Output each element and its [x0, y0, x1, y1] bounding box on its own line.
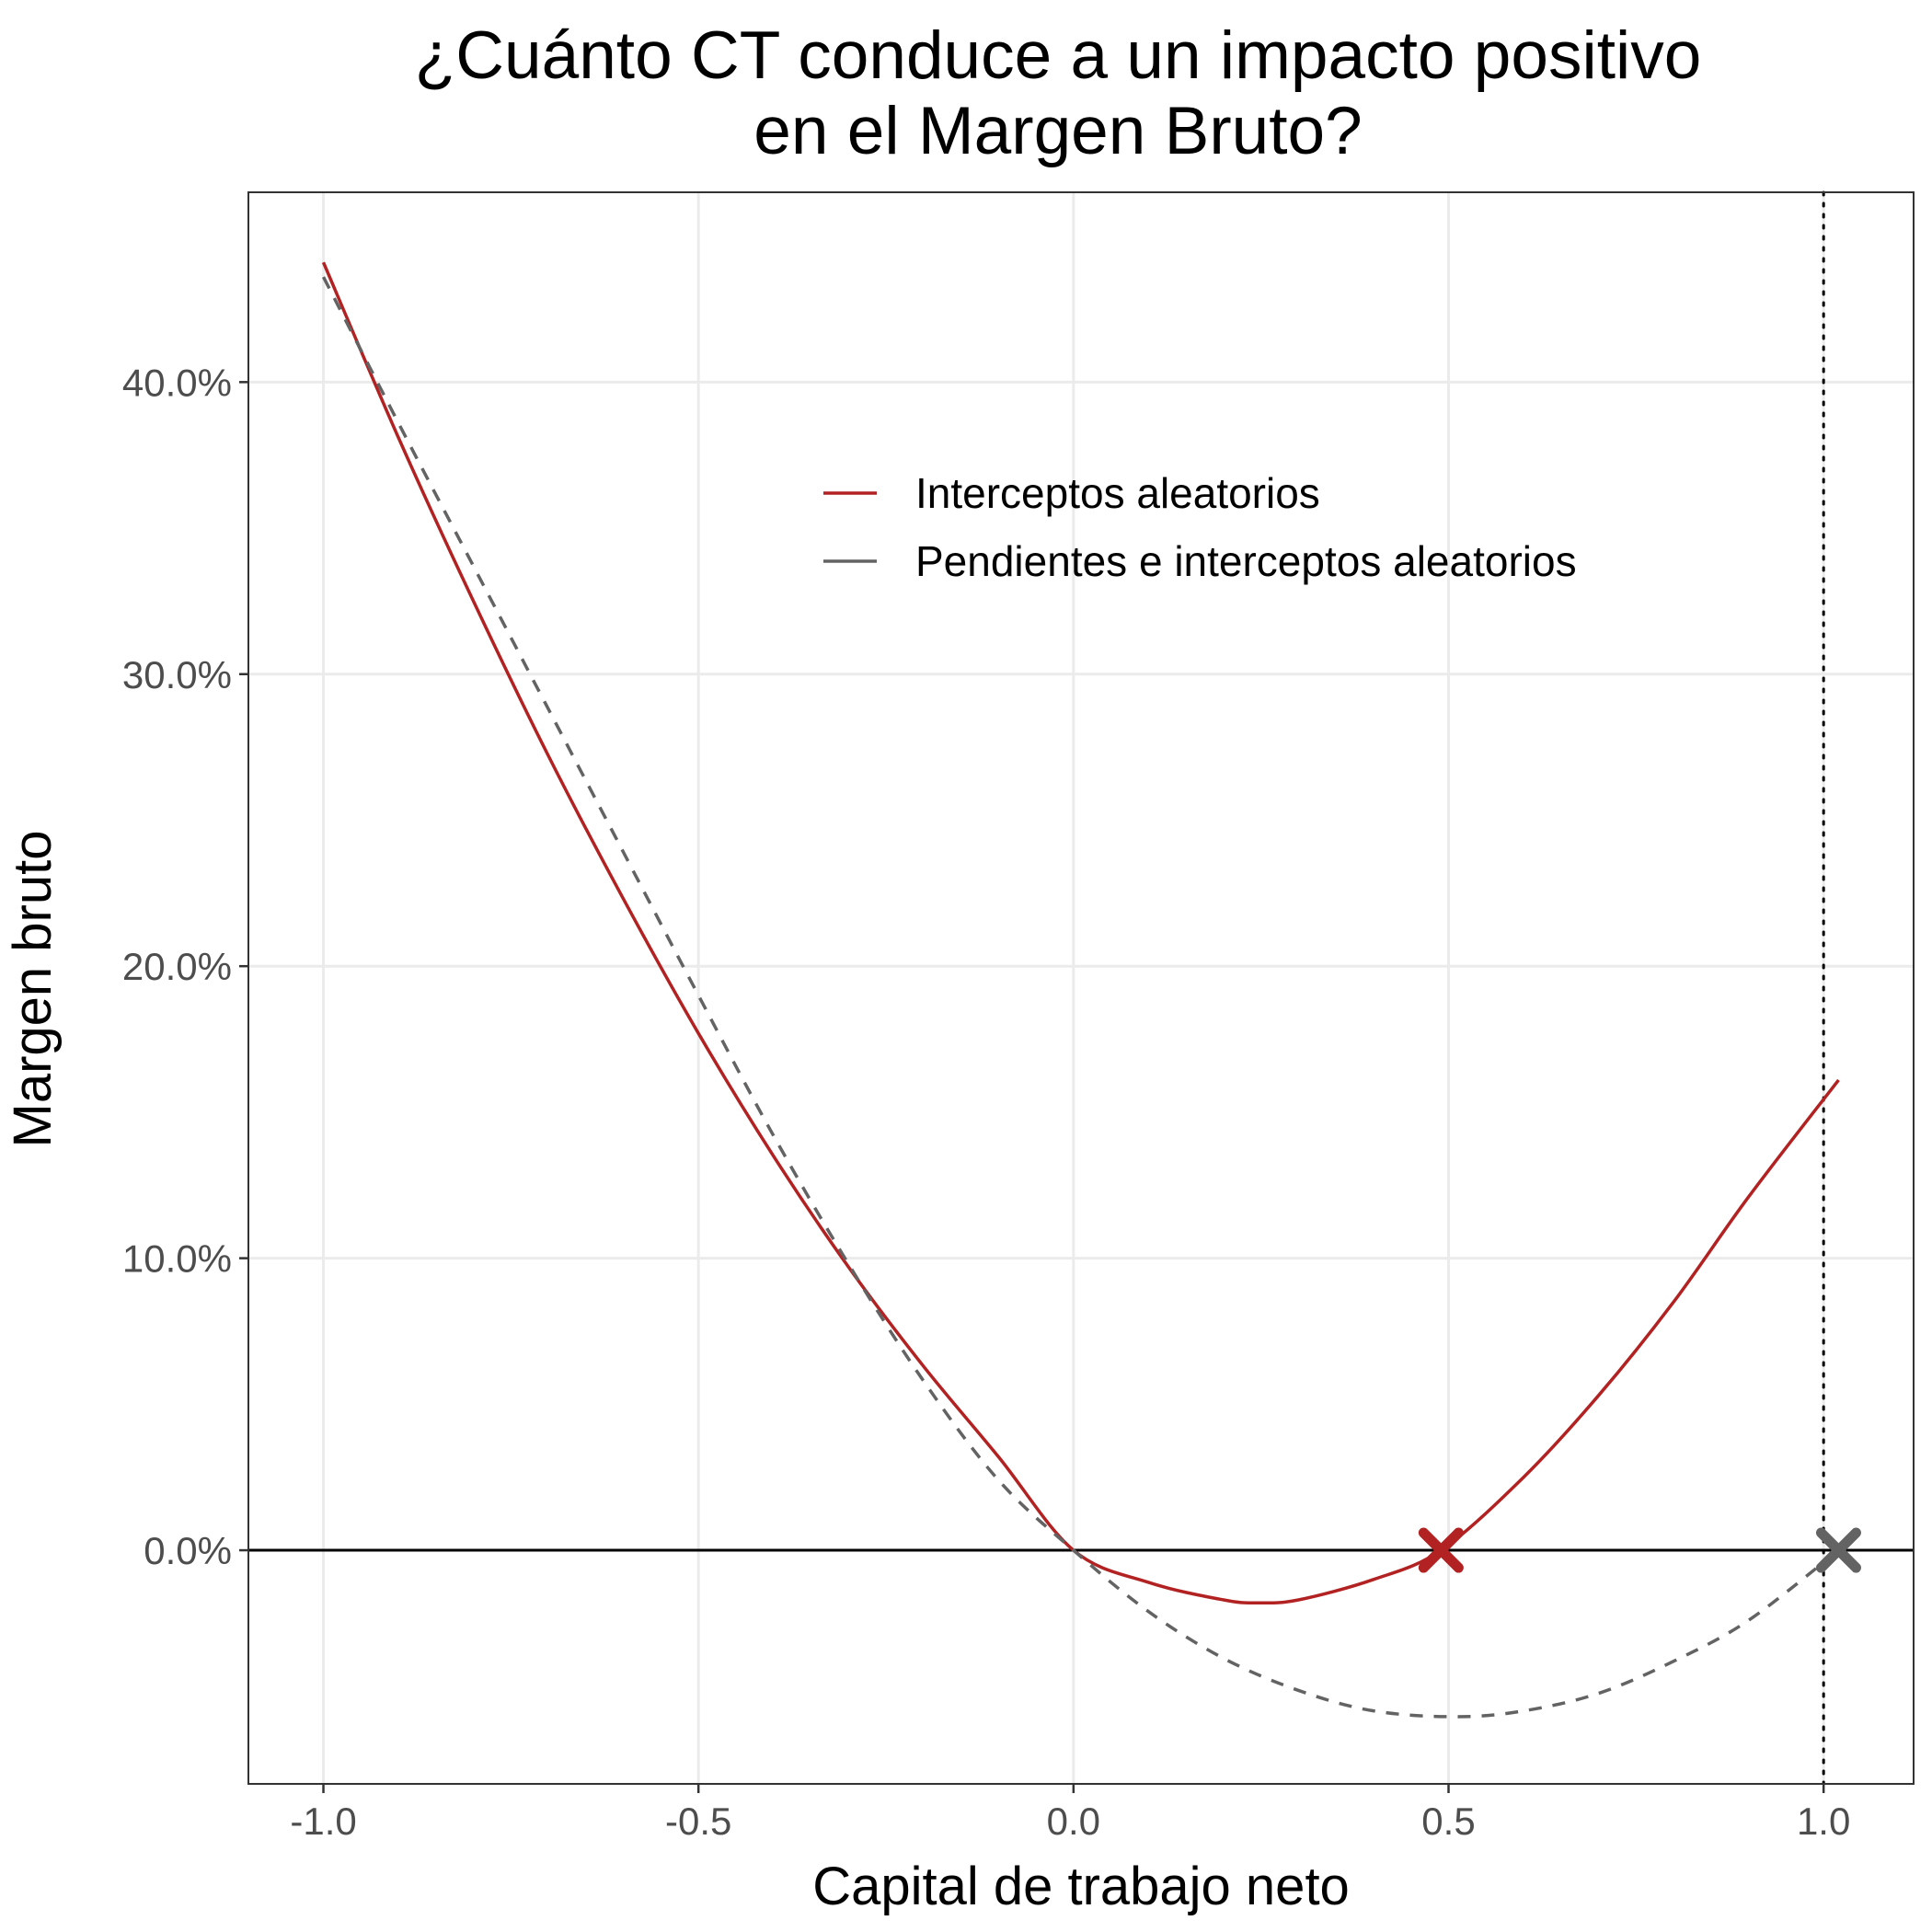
x-marker-1: [1815, 1527, 1861, 1573]
markers-group: [1418, 1527, 1861, 1573]
plot-border: [247, 191, 1915, 1785]
x-tick-label-1: -0.5: [665, 1800, 731, 1843]
x-tick-label-3: 0.5: [1421, 1800, 1475, 1843]
y-tick-label-2: 20.0%: [122, 945, 232, 988]
chart-title-line-2: en el Margen Bruto?: [753, 94, 1362, 168]
reference-lines: [248, 190, 1914, 1786]
legend: Interceptos aleatorios Pendientes e inter…: [823, 469, 1577, 585]
y-axis-title: Margen bruto: [3, 831, 63, 1148]
y-tick-label-3: 30.0%: [122, 653, 232, 696]
legend-label-1: Pendientes e interceptos aleatorios: [915, 537, 1577, 585]
x-tick-label-0: -1.0: [290, 1800, 356, 1843]
legend-label-0: Interceptos aleatorios: [915, 469, 1320, 517]
y-tick-label-0: 0.0%: [144, 1529, 232, 1572]
y-tick-label-4: 40.0%: [122, 361, 232, 404]
y-axis: 0.0% 10.0% 20.0% 30.0% 40.0%: [122, 361, 248, 1572]
chart-title-line-1: ¿Cuánto CT conduce a un impacto positivo: [415, 18, 1702, 93]
series-line-1: [321, 276, 1840, 1719]
x-tick-label-2: 0.0: [1047, 1800, 1100, 1843]
plot-panel: [248, 192, 1914, 1784]
series-line-0: [321, 261, 1840, 1605]
series-group: [321, 261, 1840, 1719]
x-axis-title: Capital de trabajo neto: [812, 1857, 1350, 1916]
chart-title: ¿Cuánto CT conduce a un impacto positivo…: [415, 18, 1702, 168]
x-marker-0: [1418, 1527, 1464, 1573]
x-tick-label-4: 1.0: [1797, 1800, 1850, 1843]
x-axis: -1.0 -0.5 0.0 0.5 1.0: [290, 1784, 1850, 1843]
y-tick-label-1: 10.0%: [122, 1237, 232, 1281]
